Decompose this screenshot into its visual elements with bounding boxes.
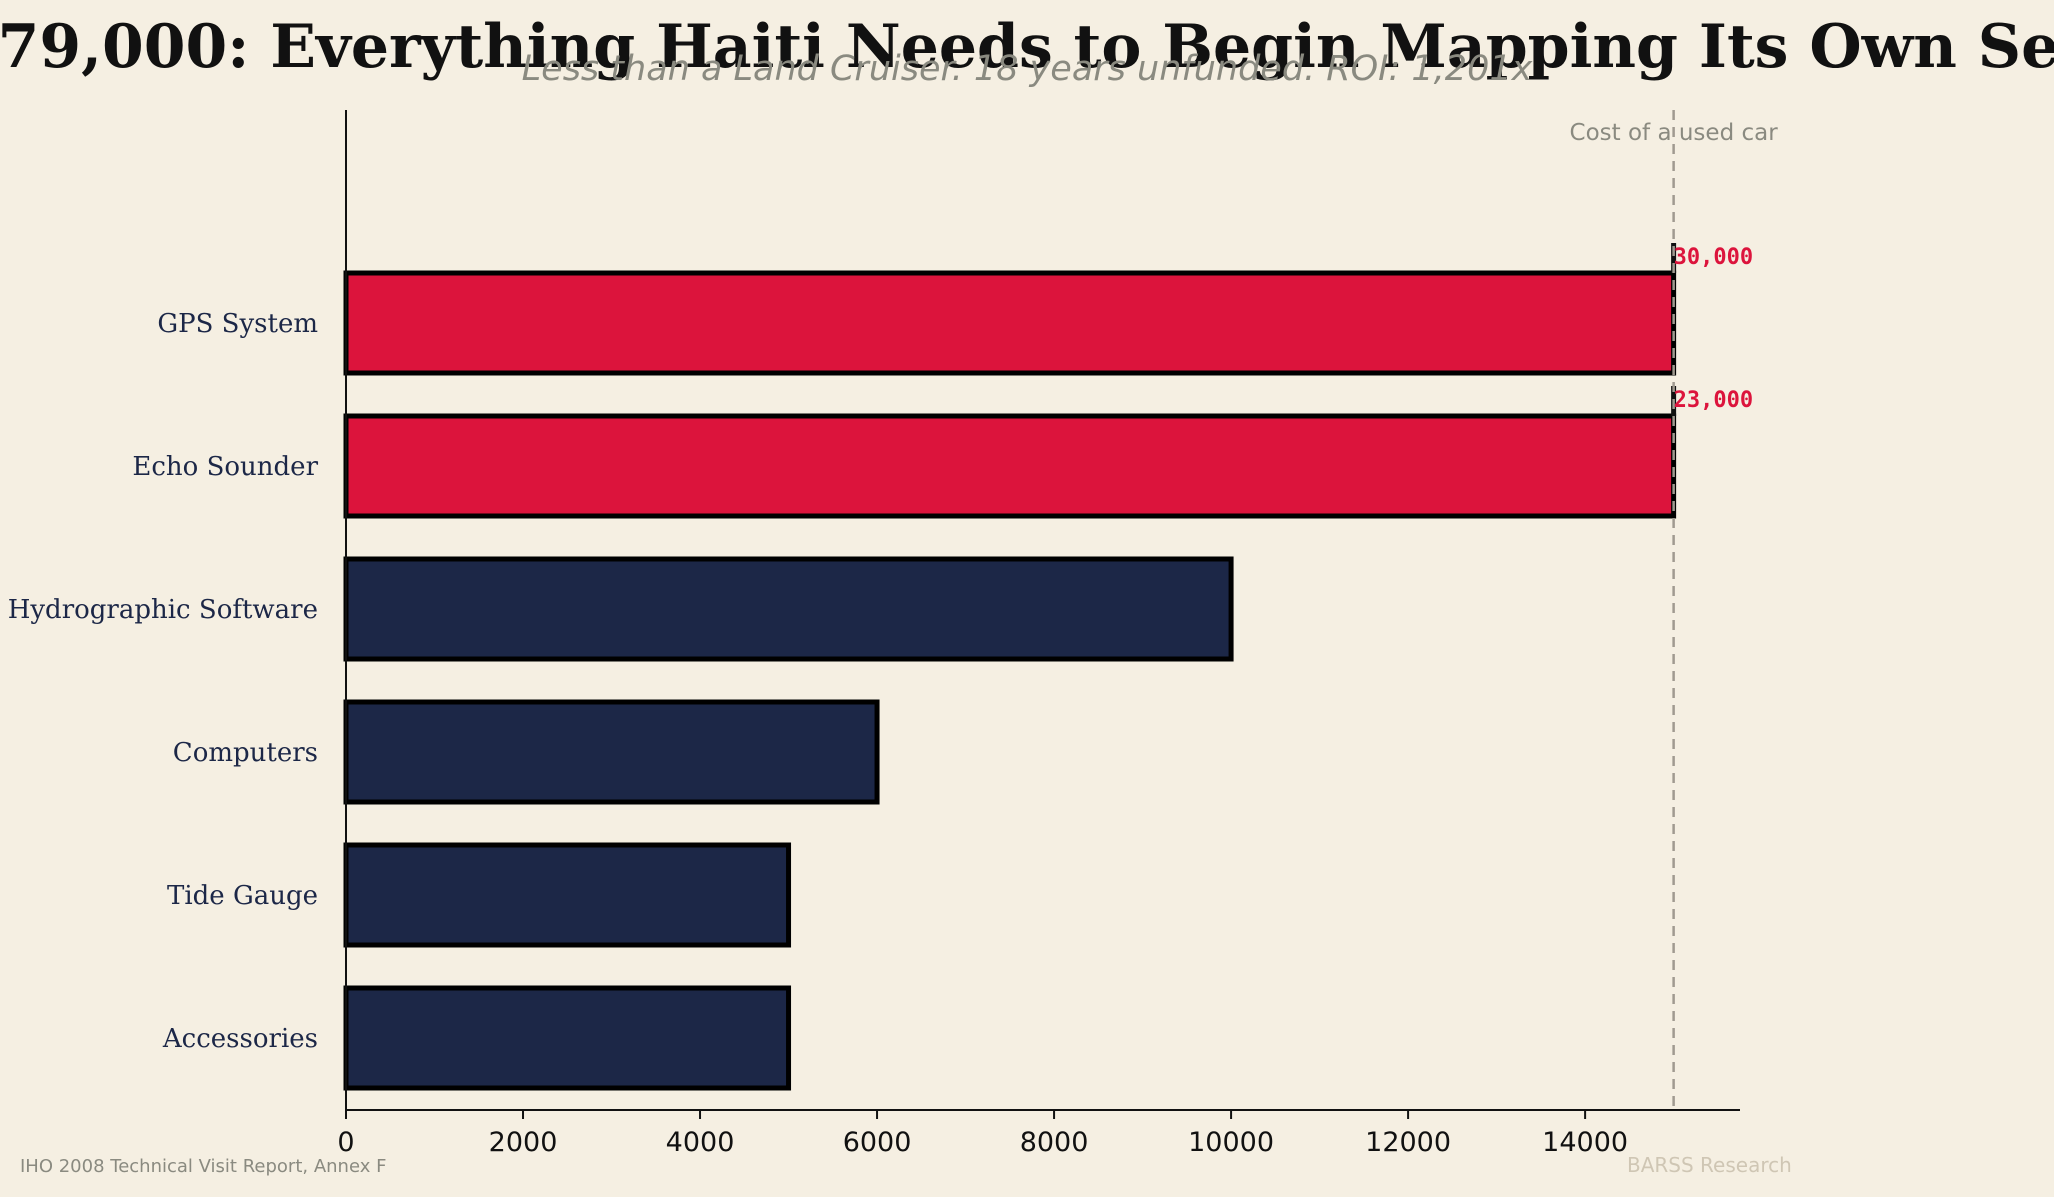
chart-title: $79,000: Everything Haiti Needs to Begin…: [0, 12, 2054, 82]
x-tick-label: 10000: [1188, 1127, 1274, 1158]
category-label: Hydrographic Software: [8, 595, 318, 625]
x-tick-label: 4000: [666, 1127, 735, 1158]
bar: [343, 556, 1234, 662]
reference-line-label: Cost of a used car: [1570, 120, 1779, 146]
category-label: Computers: [173, 738, 318, 768]
x-tick-label: 6000: [843, 1127, 912, 1158]
category-label: GPS System: [157, 309, 318, 339]
bar: [343, 842, 792, 948]
category-label: Tide Gauge: [167, 881, 318, 911]
x-tick-label: 12000: [1365, 1127, 1451, 1158]
labels-layer: GPS System 30,000 Echo Sounder 23,000 Hydrog…: [8, 120, 1779, 1158]
chart-subtitle: Less than a Land Cruiser. 18 years unfun…: [522, 49, 1533, 89]
category-label: Accessories: [162, 1024, 318, 1054]
x-tick-label: 0: [337, 1127, 354, 1158]
source-note: IHO 2008 Technical Visit Report, Annex F: [20, 1156, 386, 1177]
x-tick-label: 2000: [489, 1127, 558, 1158]
bar: [343, 985, 792, 1091]
bar: [343, 699, 880, 805]
bars-layer: [343, 270, 1677, 1091]
bar: [343, 413, 1677, 519]
x-tick-label: 8000: [1020, 1127, 1089, 1158]
category-label: Echo Sounder: [132, 452, 318, 482]
value-label: 30,000: [1674, 245, 1753, 270]
bar: [343, 270, 1677, 376]
credit-note: BARSS Research: [1627, 1153, 1792, 1177]
value-label: 23,000: [1674, 388, 1753, 413]
x-tick-label: 14000: [1542, 1127, 1628, 1158]
